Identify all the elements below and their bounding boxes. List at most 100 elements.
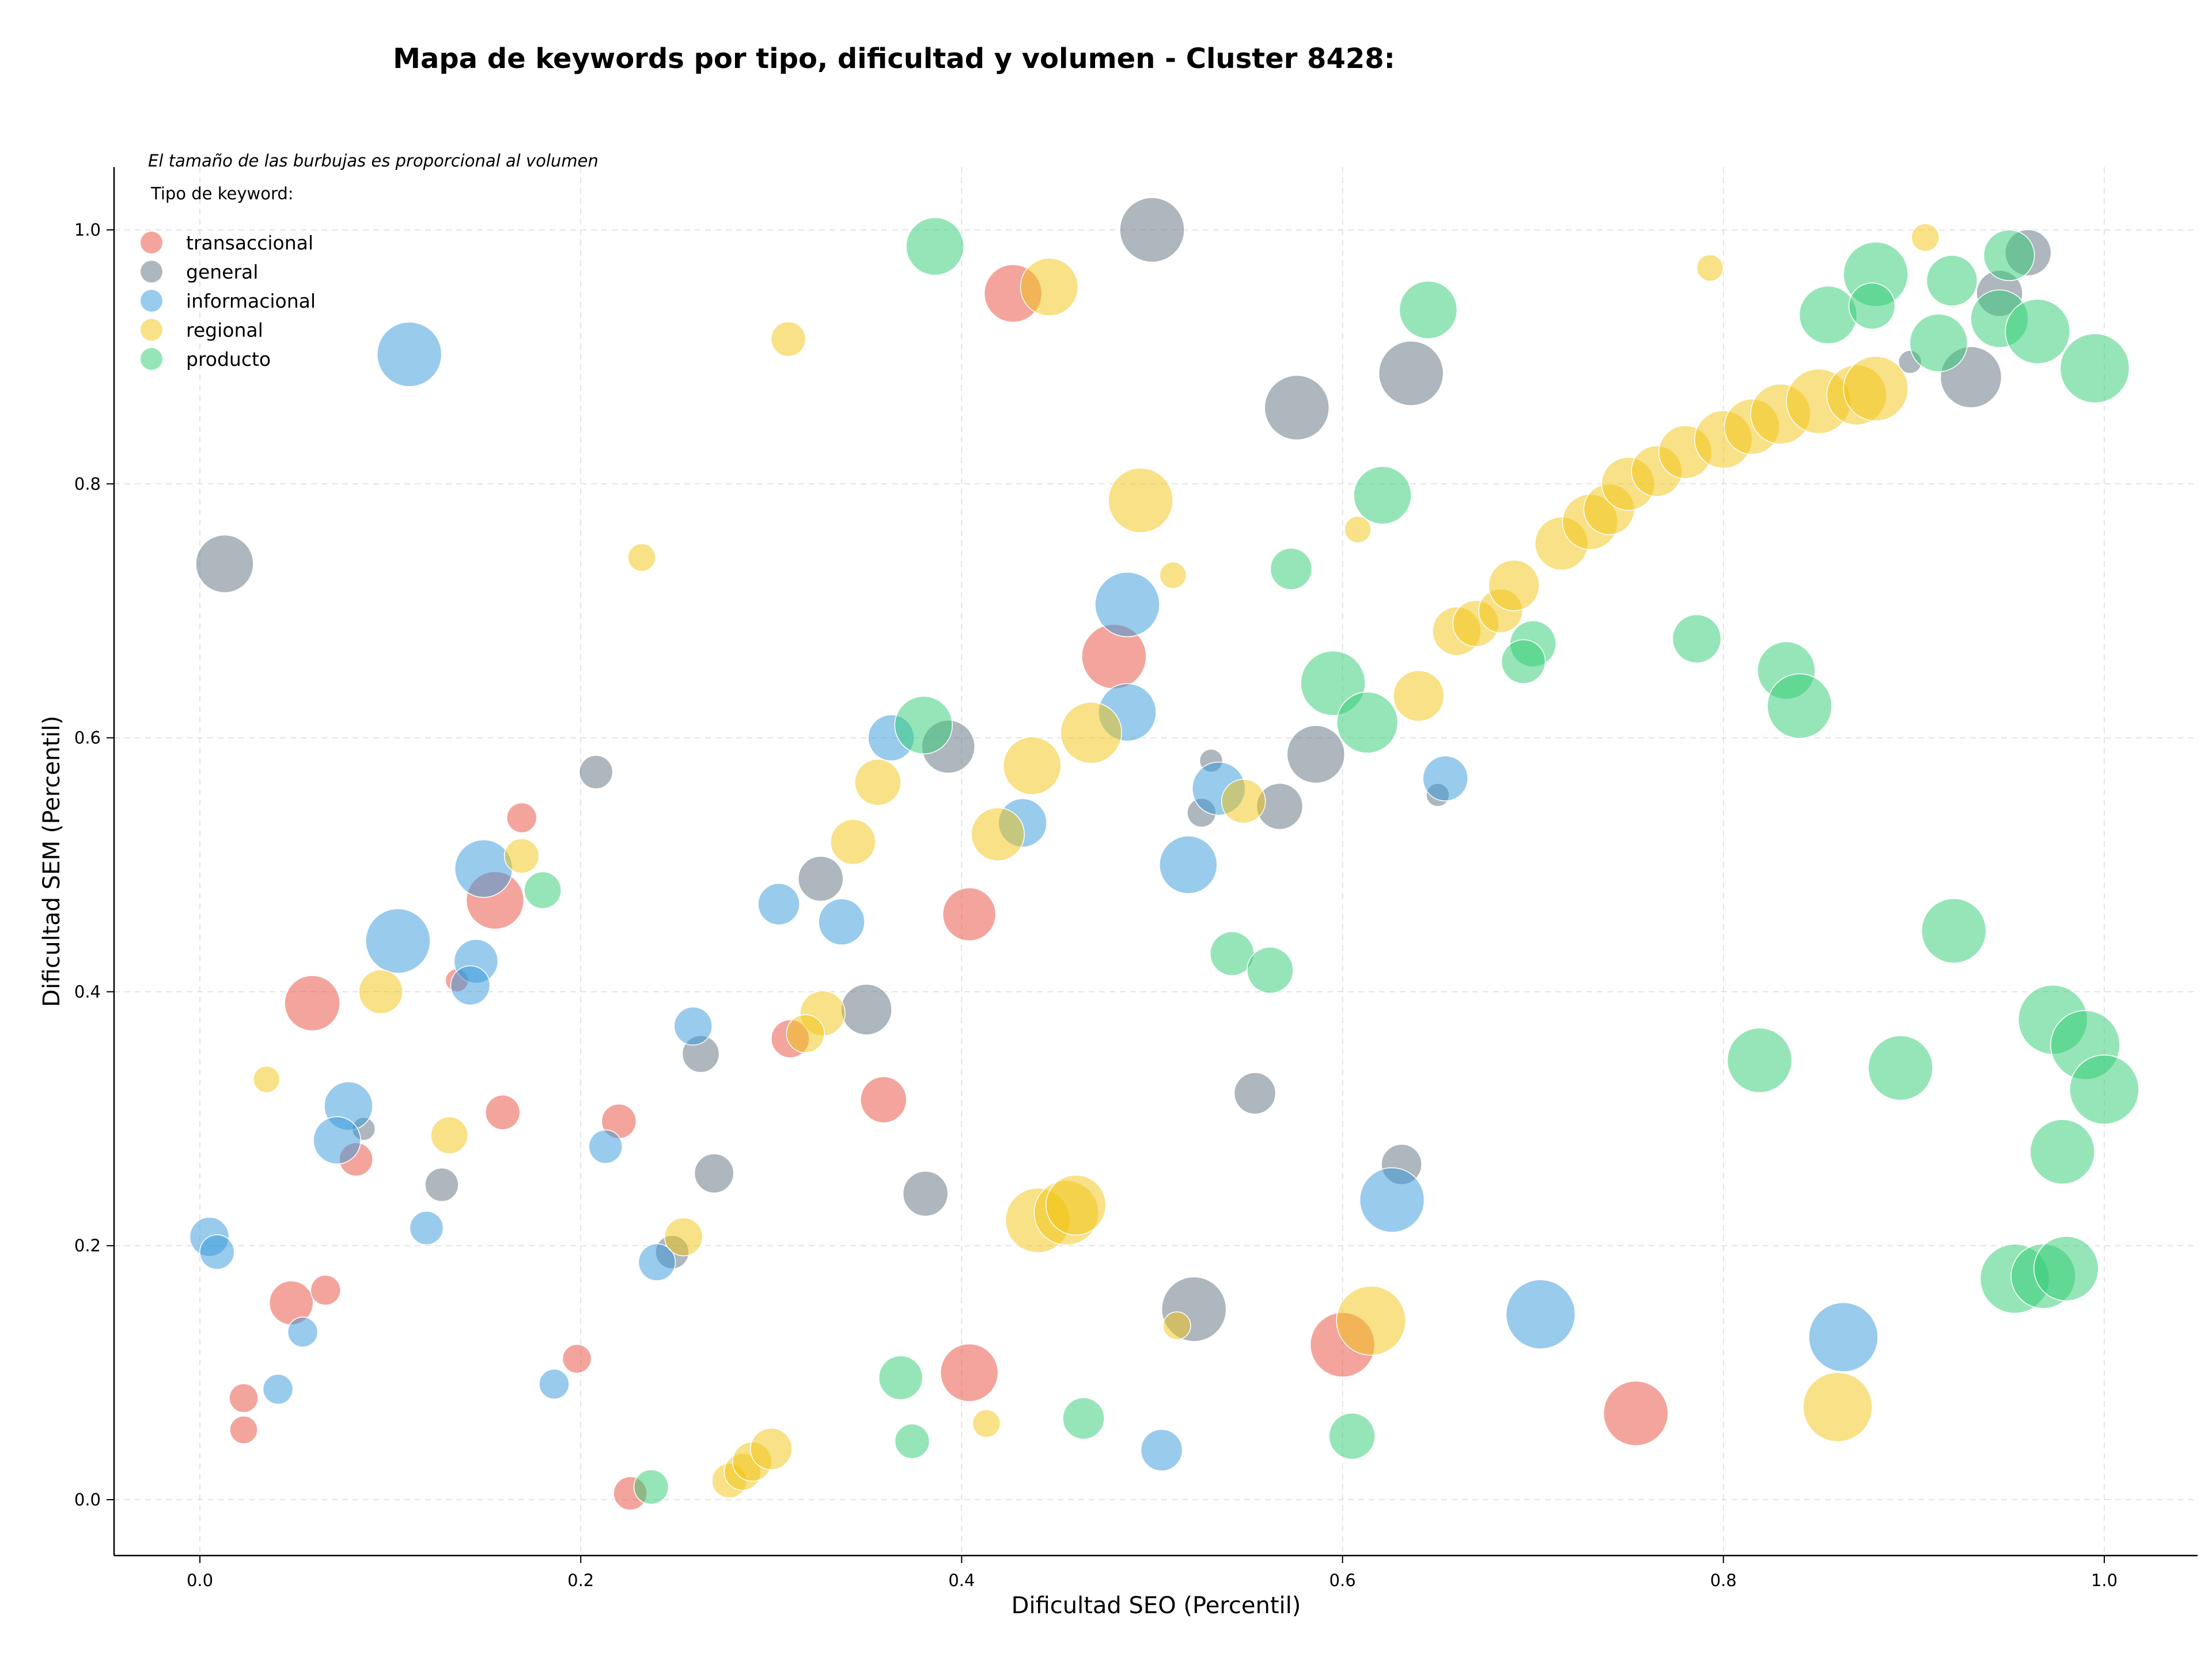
bubble-producto[interactable] <box>1336 691 1399 754</box>
bubble-general[interactable] <box>1378 340 1444 406</box>
bubble-transaccional[interactable] <box>229 1383 259 1413</box>
bubble-regional[interactable] <box>786 1014 825 1053</box>
bubble-regional[interactable] <box>1020 258 1079 316</box>
bubble-general[interactable] <box>1233 1072 1277 1115</box>
bubble-producto[interactable] <box>1062 1397 1105 1440</box>
bubble-general[interactable] <box>1264 374 1330 441</box>
bubble-informacional[interactable] <box>1359 1167 1425 1233</box>
bubble-informacional[interactable] <box>818 898 865 945</box>
bubble-informacional[interactable] <box>673 1007 713 1046</box>
bubble-producto[interactable] <box>1798 285 1858 345</box>
bubble-producto[interactable] <box>906 217 964 276</box>
bubble-producto[interactable] <box>524 871 562 909</box>
bubble-producto[interactable] <box>1767 673 1832 739</box>
bubble-informacional[interactable] <box>1422 755 1468 801</box>
bubble-informacional[interactable] <box>638 1243 676 1281</box>
bubble-regional[interactable] <box>770 321 806 357</box>
bubble-producto[interactable] <box>894 695 953 755</box>
bubble-regional[interactable] <box>830 819 876 865</box>
bubble-producto[interactable] <box>1848 282 1896 330</box>
bubble-producto[interactable] <box>1270 547 1313 591</box>
bubble-informacional[interactable] <box>287 1316 319 1348</box>
bubble-regional[interactable] <box>358 969 403 1015</box>
bubble-general[interactable] <box>1119 197 1185 263</box>
bubble-producto[interactable] <box>633 1469 669 1505</box>
bubble-informacional[interactable] <box>376 321 442 387</box>
bubble-transaccional[interactable] <box>942 887 997 941</box>
bubble-producto[interactable] <box>2033 1236 2099 1301</box>
bubble-transaccional[interactable] <box>506 802 537 834</box>
bubble-producto[interactable] <box>1247 947 1294 994</box>
bubble-regional[interactable] <box>1393 670 1445 722</box>
bubble-producto[interactable] <box>1909 313 1968 372</box>
bubble-informacional[interactable] <box>1505 1279 1576 1349</box>
bubble-general[interactable] <box>902 1171 949 1217</box>
bubble-regional[interactable] <box>854 758 902 806</box>
bubble-transaccional[interactable] <box>310 1274 341 1306</box>
bubble-regional[interactable] <box>1911 223 1940 252</box>
bubble-regional[interactable] <box>1336 1285 1406 1356</box>
bubble-transaccional[interactable] <box>860 1076 907 1123</box>
bubble-regional[interactable] <box>1344 516 1372 543</box>
bubble-regional[interactable] <box>1159 561 1187 589</box>
bubble-informacional[interactable] <box>1159 835 1218 894</box>
bubble-producto[interactable] <box>1672 614 1722 664</box>
bubble-producto[interactable] <box>894 1423 930 1459</box>
bubble-transaccional[interactable] <box>484 1095 521 1130</box>
bubble-producto[interactable] <box>2059 333 2130 403</box>
bubble-transaccional[interactable] <box>940 1343 999 1402</box>
bubble-regional[interactable] <box>252 1065 281 1094</box>
bubble-regional[interactable] <box>664 1217 703 1257</box>
bubble-general[interactable] <box>694 1153 734 1194</box>
bubble-regional[interactable] <box>1046 1174 1107 1236</box>
bubble-producto[interactable] <box>1926 255 1978 307</box>
bubble-producto[interactable] <box>2069 1054 2139 1125</box>
bubble-transaccional[interactable] <box>229 1416 258 1444</box>
bubble-informacional[interactable] <box>409 1210 444 1246</box>
bubble-regional[interactable] <box>503 838 540 874</box>
bubble-informacional[interactable] <box>1808 1302 1878 1372</box>
bubble-informacional[interactable] <box>262 1374 294 1405</box>
bubble-producto[interactable] <box>2029 1119 2096 1185</box>
bubble-transaccional[interactable] <box>562 1344 592 1374</box>
bubble-general[interactable] <box>425 1167 459 1202</box>
bubble-regional[interactable] <box>972 1409 1001 1438</box>
bubble-informacional[interactable] <box>199 1234 235 1270</box>
bubble-regional[interactable] <box>1002 736 1062 795</box>
bubble-producto[interactable] <box>1501 639 1546 684</box>
bubble-producto[interactable] <box>1353 466 1412 525</box>
bubble-regional[interactable] <box>1221 779 1266 824</box>
bubble-regional[interactable] <box>1843 355 1909 422</box>
bubble-general[interactable] <box>195 534 254 593</box>
bubble-producto[interactable] <box>1868 1035 1934 1101</box>
bubble-regional[interactable] <box>1488 559 1540 611</box>
bubble-producto[interactable] <box>1983 229 2035 281</box>
bubble-producto[interactable] <box>2005 298 2071 365</box>
bubble-regional[interactable] <box>750 1428 793 1470</box>
bubble-producto[interactable] <box>1399 281 1458 339</box>
bubble-producto[interactable] <box>1328 1413 1376 1460</box>
bubble-general[interactable] <box>578 755 613 789</box>
bubble-informacional[interactable] <box>1094 572 1160 637</box>
bubble-informacional[interactable] <box>450 965 491 1006</box>
bubble-regional[interactable] <box>1162 1311 1191 1340</box>
bubble-general[interactable] <box>840 983 892 1036</box>
bubble-producto[interactable] <box>1921 898 1987 964</box>
bubble-transaccional[interactable] <box>1603 1380 1669 1446</box>
bubble-transaccional[interactable] <box>284 975 340 1031</box>
bubble-regional[interactable] <box>430 1116 468 1155</box>
bubble-regional[interactable] <box>627 543 656 572</box>
bubble-producto[interactable] <box>1726 1027 1793 1094</box>
bubble-informacional[interactable] <box>757 883 800 926</box>
bubble-general[interactable] <box>1286 725 1346 784</box>
bubble-informacional[interactable] <box>313 1116 361 1165</box>
bubble-regional[interactable] <box>1696 254 1724 282</box>
bubble-informacional[interactable] <box>588 1129 623 1164</box>
bubble-regional[interactable] <box>1802 1372 1873 1442</box>
bubble-informacional[interactable] <box>454 839 513 898</box>
bubble-informacional[interactable] <box>1140 1429 1183 1471</box>
bubble-regional[interactable] <box>971 807 1025 861</box>
bubble-informacional[interactable] <box>539 1368 570 1400</box>
bubble-regional[interactable] <box>1060 702 1122 764</box>
bubble-regional[interactable] <box>1108 467 1173 534</box>
